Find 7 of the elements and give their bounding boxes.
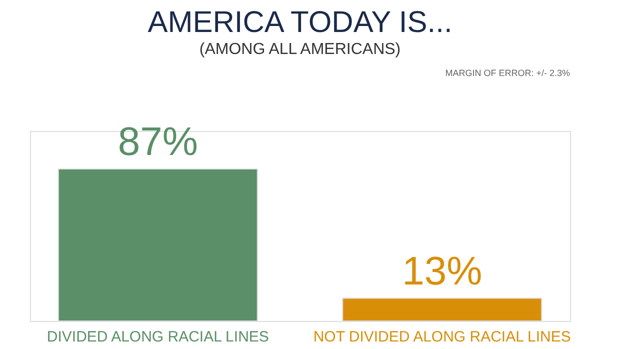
chart-title: AMERICA TODAY IS... bbox=[148, 6, 452, 39]
x-tick-label: DIVIDED ALONG RACIAL LINES bbox=[46, 328, 269, 346]
data-label: 87% bbox=[118, 120, 198, 164]
text: MARGIN OF ERROR: +/- 2.3% bbox=[445, 68, 570, 78]
data-label: 13% bbox=[402, 249, 482, 294]
x-tick-label: NOT DIVIDED ALONG RACIAL LINES bbox=[313, 328, 571, 346]
chart-subtitle: (AMONG ALL AMERICANS) bbox=[199, 41, 401, 58]
